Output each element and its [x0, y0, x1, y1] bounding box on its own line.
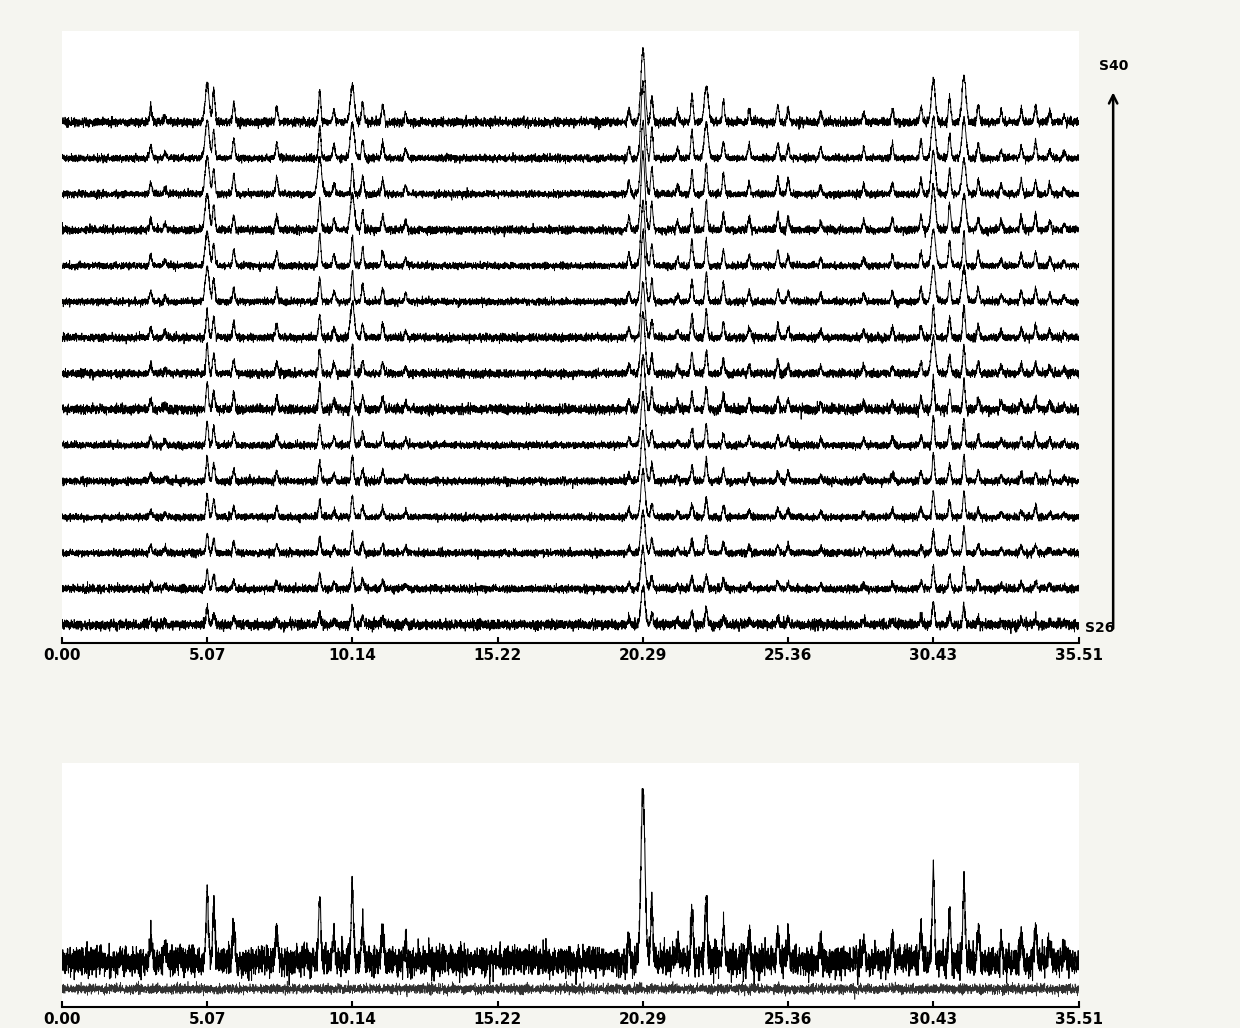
Text: S40: S40 — [1099, 60, 1128, 73]
Text: S26: S26 — [1085, 621, 1114, 635]
